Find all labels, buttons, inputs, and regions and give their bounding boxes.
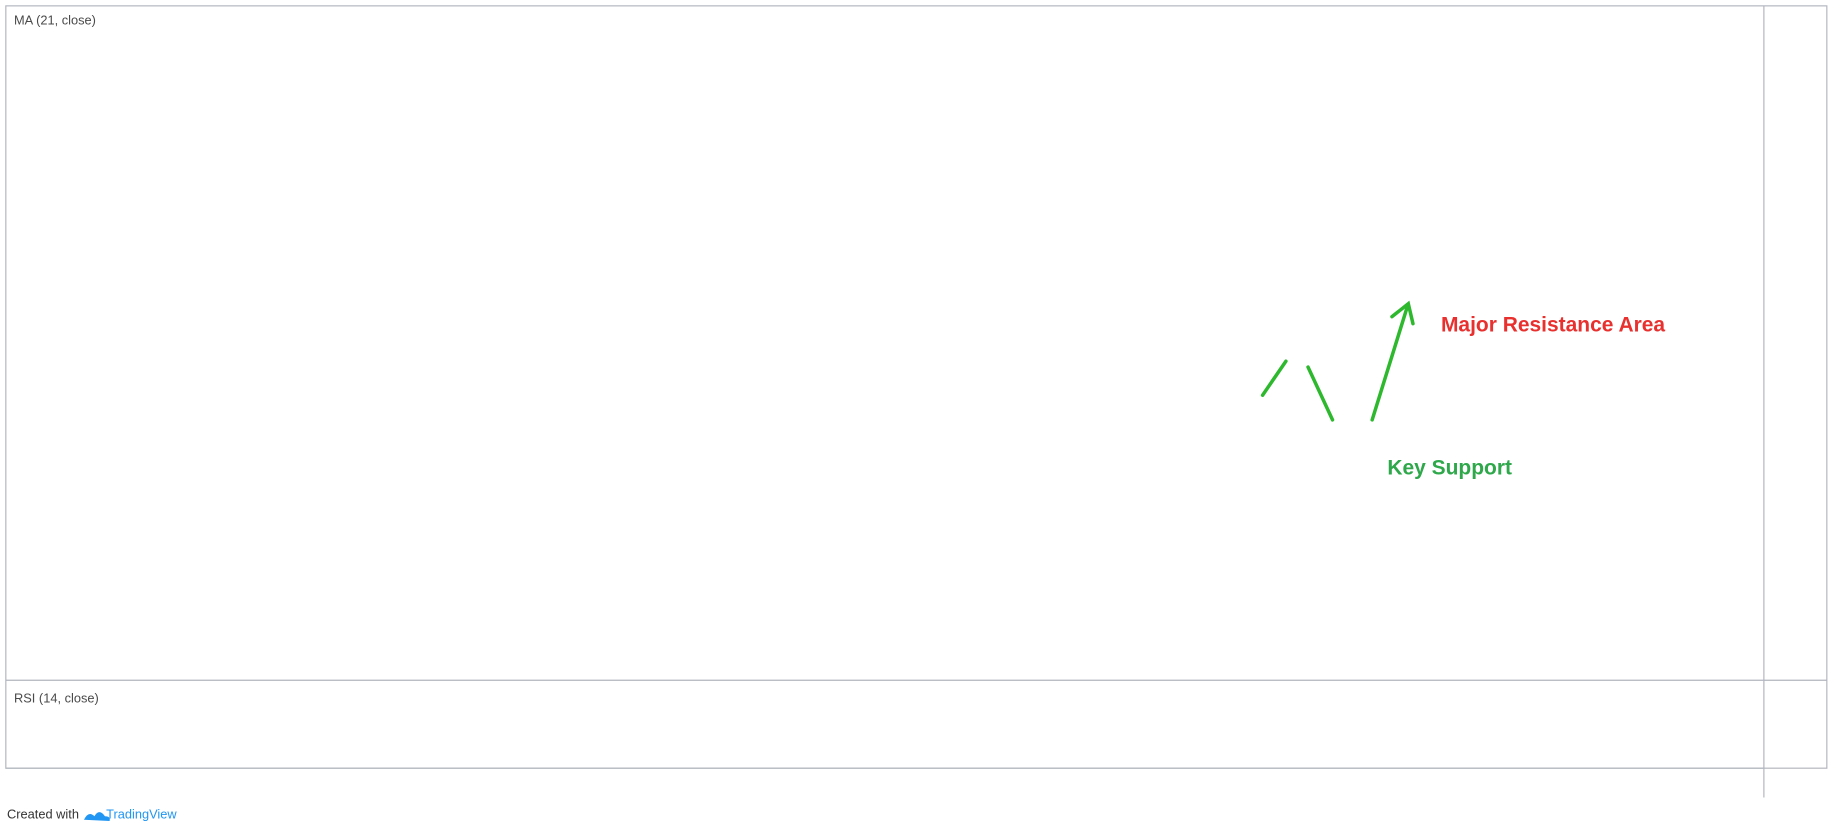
- indicator-label: RSI (14, close): [14, 690, 99, 705]
- arrow: [1370, 305, 1409, 422]
- annotation: Key Support: [1387, 457, 1512, 480]
- arrows: [1260, 300, 1415, 422]
- brand[interactable]: TradingView: [106, 806, 177, 821]
- brand-logo: [83, 812, 110, 821]
- frame: [5, 5, 1828, 769]
- annotation: Major Resistance Area: [1441, 314, 1665, 337]
- arrow-head: [1390, 300, 1415, 326]
- arrow: [1306, 365, 1335, 422]
- arrow: [1260, 359, 1288, 397]
- footer-text: Created with: [7, 806, 79, 821]
- indicator-label: MA (21, close): [14, 12, 96, 27]
